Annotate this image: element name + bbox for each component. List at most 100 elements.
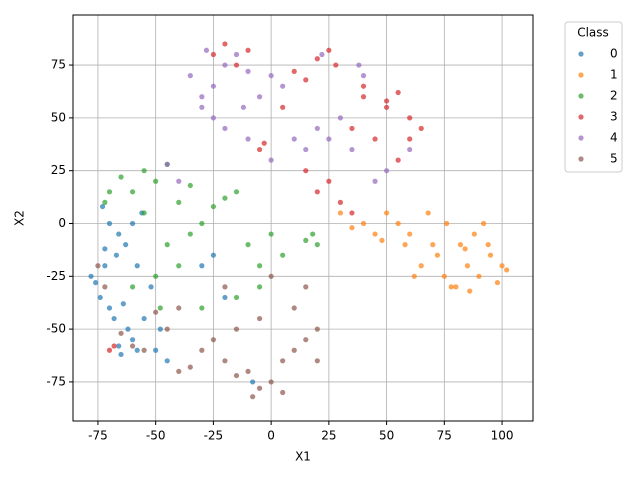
legend-marker (578, 114, 584, 120)
y-tick-label: -75 (46, 374, 66, 388)
point (210, 115, 217, 121)
point (240, 104, 247, 110)
point (395, 89, 401, 96)
point (441, 273, 447, 279)
point (153, 273, 159, 279)
legend-label: 5 (610, 152, 618, 166)
point (129, 284, 136, 290)
point (176, 199, 182, 205)
point (245, 47, 251, 53)
point (250, 379, 256, 385)
point (457, 242, 464, 248)
point (187, 73, 193, 79)
point (210, 51, 217, 58)
point (280, 389, 286, 396)
point (434, 252, 440, 258)
point (314, 326, 320, 332)
point (164, 358, 170, 364)
point (256, 94, 263, 100)
point (314, 242, 320, 248)
point (93, 280, 99, 286)
point (471, 231, 477, 237)
point (210, 203, 217, 210)
point (233, 372, 240, 379)
point (233, 326, 240, 332)
point (187, 364, 193, 370)
point (199, 305, 205, 311)
point (210, 83, 217, 89)
point (291, 136, 297, 142)
point (314, 189, 320, 195)
point (333, 62, 339, 68)
point (402, 242, 408, 248)
x-tick-label: 0 (267, 429, 275, 443)
point (118, 174, 124, 180)
legend-marker (578, 51, 584, 57)
point (268, 157, 274, 163)
point (291, 305, 297, 311)
point (476, 273, 482, 279)
point (141, 168, 147, 174)
point (356, 62, 362, 68)
point (157, 326, 163, 332)
point (326, 136, 332, 142)
point (383, 98, 390, 104)
point (111, 343, 117, 349)
point (129, 343, 136, 349)
x-tick-label: -75 (88, 429, 108, 443)
x-tick-label: -50 (146, 429, 166, 443)
point (199, 263, 205, 269)
point (303, 146, 309, 153)
point (326, 47, 332, 53)
point (504, 267, 510, 273)
point (203, 47, 210, 53)
x-tick-label: 100 (491, 429, 514, 443)
point (337, 199, 344, 205)
point (222, 294, 228, 301)
point (106, 347, 113, 353)
point (176, 263, 182, 269)
point (250, 394, 256, 400)
plot-frame (72, 14, 534, 422)
point (485, 242, 491, 248)
point (372, 231, 378, 237)
point (148, 284, 154, 290)
point (337, 115, 344, 121)
x-tick-label: 75 (437, 429, 452, 443)
point (314, 56, 320, 62)
point (268, 231, 274, 237)
point (187, 231, 193, 237)
point (256, 284, 263, 290)
point (395, 220, 401, 227)
point (102, 199, 108, 205)
point (97, 294, 103, 301)
point (199, 347, 205, 353)
point (372, 178, 378, 184)
legend-box (564, 21, 623, 173)
point (487, 252, 494, 258)
point (141, 210, 147, 216)
point (326, 178, 332, 184)
y-tick-label: 50 (51, 110, 66, 124)
point (256, 315, 263, 322)
point (199, 220, 205, 227)
point (407, 115, 413, 121)
point (123, 242, 129, 248)
point (88, 273, 94, 279)
point (349, 225, 355, 231)
point (118, 351, 124, 358)
point (95, 263, 101, 269)
point (360, 220, 367, 227)
point (261, 140, 267, 146)
point (360, 73, 367, 79)
point (129, 220, 136, 227)
point (245, 368, 251, 374)
point (176, 305, 182, 311)
point (448, 284, 454, 290)
point (280, 358, 286, 364)
legend-marker (578, 135, 584, 141)
point (106, 220, 113, 227)
point (134, 347, 140, 353)
y-tick-label: -25 (46, 269, 66, 283)
point (129, 189, 136, 195)
